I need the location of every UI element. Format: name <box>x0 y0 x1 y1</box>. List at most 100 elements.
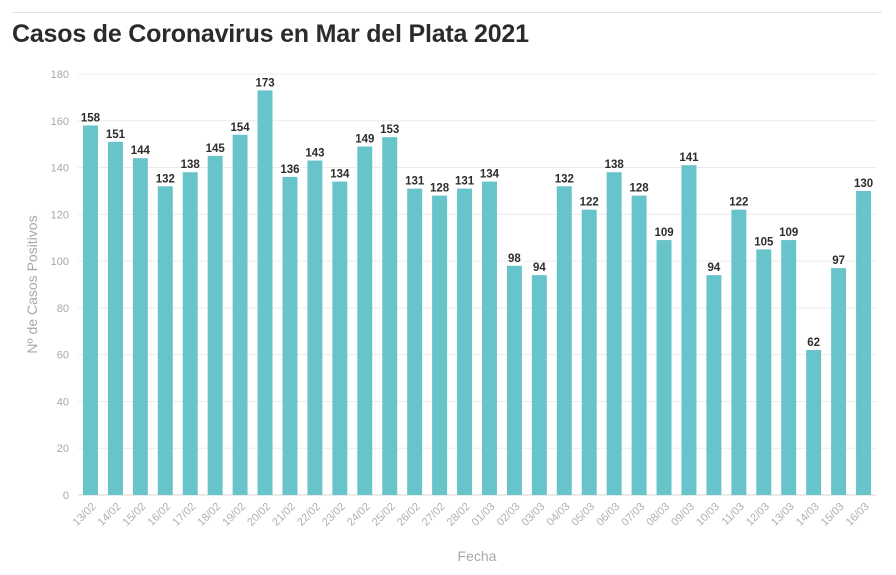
bar <box>631 195 647 495</box>
x-tick-label: 03/03 <box>520 501 548 529</box>
bar <box>681 165 697 495</box>
y-tick-label: 160 <box>51 116 69 128</box>
bar <box>107 141 123 496</box>
top-divider <box>12 12 882 13</box>
x-tick-label: 15/03 <box>819 501 847 529</box>
data-label: 143 <box>305 148 324 160</box>
bar <box>581 209 597 495</box>
data-label: 132 <box>156 173 175 185</box>
bar <box>132 158 148 495</box>
data-label: 128 <box>430 183 450 195</box>
data-label: 173 <box>255 77 274 89</box>
x-tick-label: 23/02 <box>320 501 348 529</box>
data-label: 136 <box>280 164 299 176</box>
bar <box>731 209 747 495</box>
bar <box>282 176 298 495</box>
data-label: 138 <box>605 159 625 171</box>
x-tick-label: 12/03 <box>744 501 772 529</box>
x-tick-label: 15/02 <box>121 501 149 529</box>
y-axis-title: Nº de Casos Positivos <box>24 215 40 353</box>
x-tick-label: 09/03 <box>669 501 697 529</box>
bar <box>806 349 822 495</box>
bar <box>232 134 248 496</box>
data-label: 131 <box>405 176 425 188</box>
data-label: 131 <box>455 176 475 188</box>
x-tick-label: 10/03 <box>694 501 722 529</box>
data-label: 122 <box>580 197 599 209</box>
bar <box>831 268 847 495</box>
bar <box>432 195 448 495</box>
y-tick-label: 40 <box>57 396 69 408</box>
bar <box>407 188 423 495</box>
bar <box>82 125 98 495</box>
data-label: 132 <box>555 173 574 185</box>
y-tick-label: 100 <box>51 256 69 268</box>
x-tick-label: 17/02 <box>170 501 198 529</box>
x-tick-label: 27/02 <box>420 501 448 529</box>
x-tick-label: 16/02 <box>145 501 173 529</box>
x-tick-label: 21/02 <box>270 501 298 529</box>
data-label: 149 <box>355 134 374 146</box>
y-tick-label: 180 <box>51 69 69 81</box>
x-tick-label: 20/02 <box>245 501 273 529</box>
x-tick-label: 04/03 <box>544 501 572 529</box>
data-label: 128 <box>630 183 650 195</box>
data-label: 94 <box>708 262 721 274</box>
x-tick-label: 18/02 <box>195 501 223 529</box>
x-tick-label: 02/03 <box>495 501 523 529</box>
x-tick-label: 22/02 <box>295 501 323 529</box>
data-label: 153 <box>380 124 399 136</box>
bar <box>506 265 522 495</box>
bar <box>157 186 173 495</box>
data-label: 145 <box>206 143 226 155</box>
x-tick-label: 28/02 <box>445 501 473 529</box>
bar <box>756 249 772 495</box>
x-tick-label: 07/03 <box>619 501 647 529</box>
x-tick-label: 19/02 <box>220 501 248 529</box>
data-label: 97 <box>832 255 845 267</box>
bar <box>257 90 273 495</box>
bar <box>531 275 547 495</box>
bar <box>332 181 348 496</box>
bar <box>556 186 572 495</box>
bar <box>207 155 223 495</box>
data-label: 62 <box>807 337 820 349</box>
x-tick-label: 25/02 <box>370 501 398 529</box>
bar <box>656 240 672 495</box>
x-tick-label: 05/03 <box>569 501 597 529</box>
data-label: 154 <box>231 122 251 134</box>
data-label: 144 <box>131 145 151 157</box>
y-tick-label: 0 <box>63 490 69 502</box>
data-label: 130 <box>854 178 873 190</box>
bar <box>457 188 473 495</box>
y-tick-label: 80 <box>57 303 69 315</box>
bar <box>481 181 497 496</box>
bar <box>706 275 722 495</box>
x-tick-label: 14/02 <box>96 501 124 529</box>
bar <box>182 172 198 495</box>
y-tick-label: 20 <box>57 443 69 455</box>
x-tick-label: 08/03 <box>644 501 672 529</box>
data-label: 141 <box>679 152 699 164</box>
x-tick-label: 01/03 <box>470 501 498 529</box>
data-label: 158 <box>81 112 101 124</box>
bar <box>781 240 797 495</box>
bar <box>307 160 323 496</box>
bar <box>856 190 872 495</box>
data-label: 98 <box>508 253 521 265</box>
data-label: 105 <box>754 236 774 248</box>
x-axis-title: Fecha <box>458 548 497 564</box>
x-tick-label: 24/02 <box>345 501 373 529</box>
data-label: 134 <box>480 169 500 181</box>
data-label: 138 <box>181 159 201 171</box>
x-tick-label: 11/03 <box>720 501 747 528</box>
x-tick-label: 13/02 <box>71 501 99 529</box>
x-tick-label: 13/03 <box>769 501 797 529</box>
y-tick-label: 60 <box>57 350 69 362</box>
data-label: 151 <box>106 129 126 141</box>
data-label: 134 <box>330 169 350 181</box>
bar <box>357 146 373 495</box>
x-tick-label: 14/03 <box>794 501 822 529</box>
y-tick-label: 140 <box>51 163 69 175</box>
